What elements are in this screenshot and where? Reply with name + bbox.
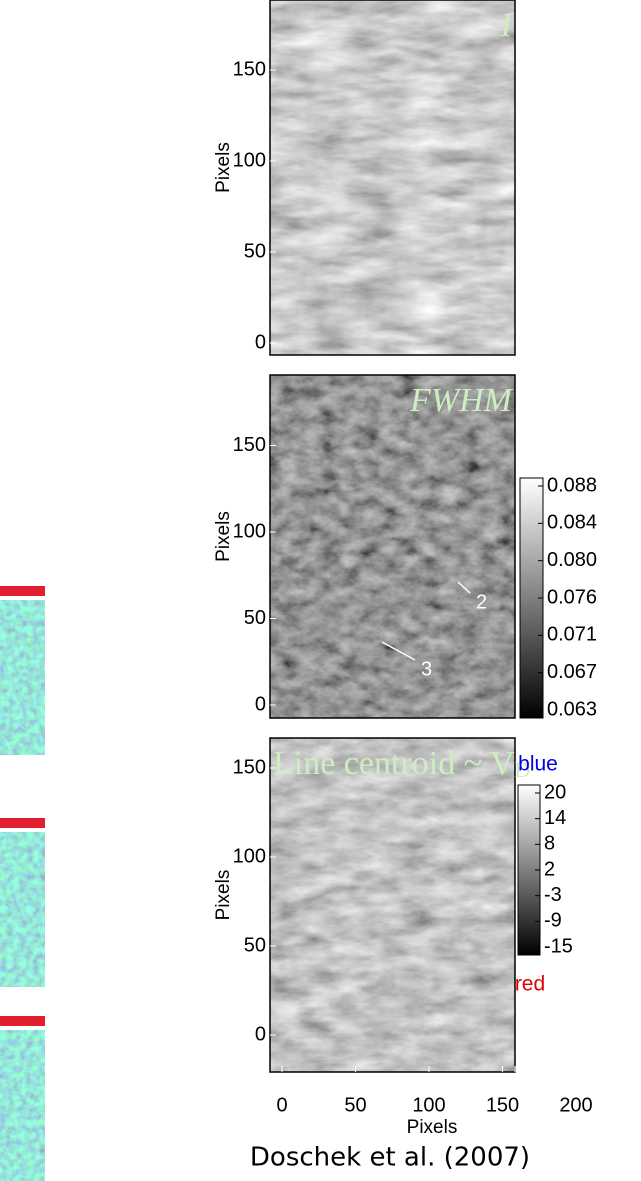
colorbar-tick-label: 2 [544,858,555,880]
y-axis-label: Pixels [213,870,234,921]
panel-label-subscript: D [515,757,531,782]
colorbar-tick-label: 0.080 [547,549,597,571]
panel-label-text: Line centroid ~ V [273,745,515,782]
x-axis-label: Pixels [407,1117,458,1138]
colorbar-tick-label: 0.088 [547,474,597,496]
colorbar-tick-label: 0.076 [547,586,597,608]
colorbar-tick-label: 0.084 [547,512,597,534]
thumbnail [0,832,45,987]
image-panel [270,738,515,1072]
panel-label-text: I [500,7,514,44]
y-tick-label: 50 [244,240,266,262]
x-tick-label: 50 [344,1094,366,1116]
y-tick-label: 150 [233,434,266,456]
panel-label: I [500,7,514,44]
x-tick-label: 100 [412,1094,445,1116]
panel-label: Line centroid ~ VD [273,745,530,782]
y-tick-label: 100 [233,520,266,542]
annotation-arrow [457,581,471,594]
colorbar-bottom-label: red [515,973,545,996]
colorbar-tick-label: 0.071 [547,624,597,646]
y-axis-label: Pixels [213,142,234,193]
panel-frame [269,0,516,356]
colorbar-tick-label: -9 [544,910,562,932]
y-tick-label: 150 [233,58,266,80]
panel-label: FWHM [409,382,514,419]
annotation-arrow [175,589,179,639]
image-panel [270,375,515,718]
annotation: 1 [184,636,195,658]
panel-frame [269,737,516,1073]
thumbnail [0,600,45,755]
x-tick-label: 150 [486,1094,519,1116]
colorbar-tick-label: 20 [544,781,566,803]
y-tick-label: 0 [255,1023,266,1045]
thumbnail-bar [0,586,45,596]
colorbar-top-label: blue [518,753,558,776]
thumbnail-bar [0,1016,45,1026]
colorbar-tick-label: 0.067 [547,661,597,683]
y-tick-label: 50 [244,607,266,629]
x-tick-label: 0 [276,1094,287,1116]
y-axis-label: Pixels [213,511,234,562]
y-tick-label: 100 [233,149,266,171]
y-tick-label: 50 [244,934,266,956]
annotation: 3 [421,658,432,680]
y-tick-label: 0 [255,331,266,353]
panel-frame [269,374,516,719]
colorbar-tick-label: 8 [544,833,555,855]
caption: Doschek et al. (2007) [250,1143,530,1173]
colorbar-tick-label: -3 [544,884,562,906]
panel-label-text: FWHM [409,382,514,419]
y-tick-label: 150 [233,756,266,778]
y-tick-label: 100 [233,845,266,867]
thumbnail [0,1030,45,1181]
y-tick-label: 0 [255,693,266,715]
annotation-arrow [381,641,416,661]
thumbnails [0,586,45,1181]
colorbar-tick-label: 14 [544,807,566,829]
image-panel [270,0,515,355]
colorbar-tick-label: -15 [544,935,573,957]
x-tick-label: 200 [559,1094,592,1116]
thumbnail-bar [0,818,45,828]
colorbar-tick-label: 0.063 [547,698,597,720]
annotation: 2 [476,591,487,613]
